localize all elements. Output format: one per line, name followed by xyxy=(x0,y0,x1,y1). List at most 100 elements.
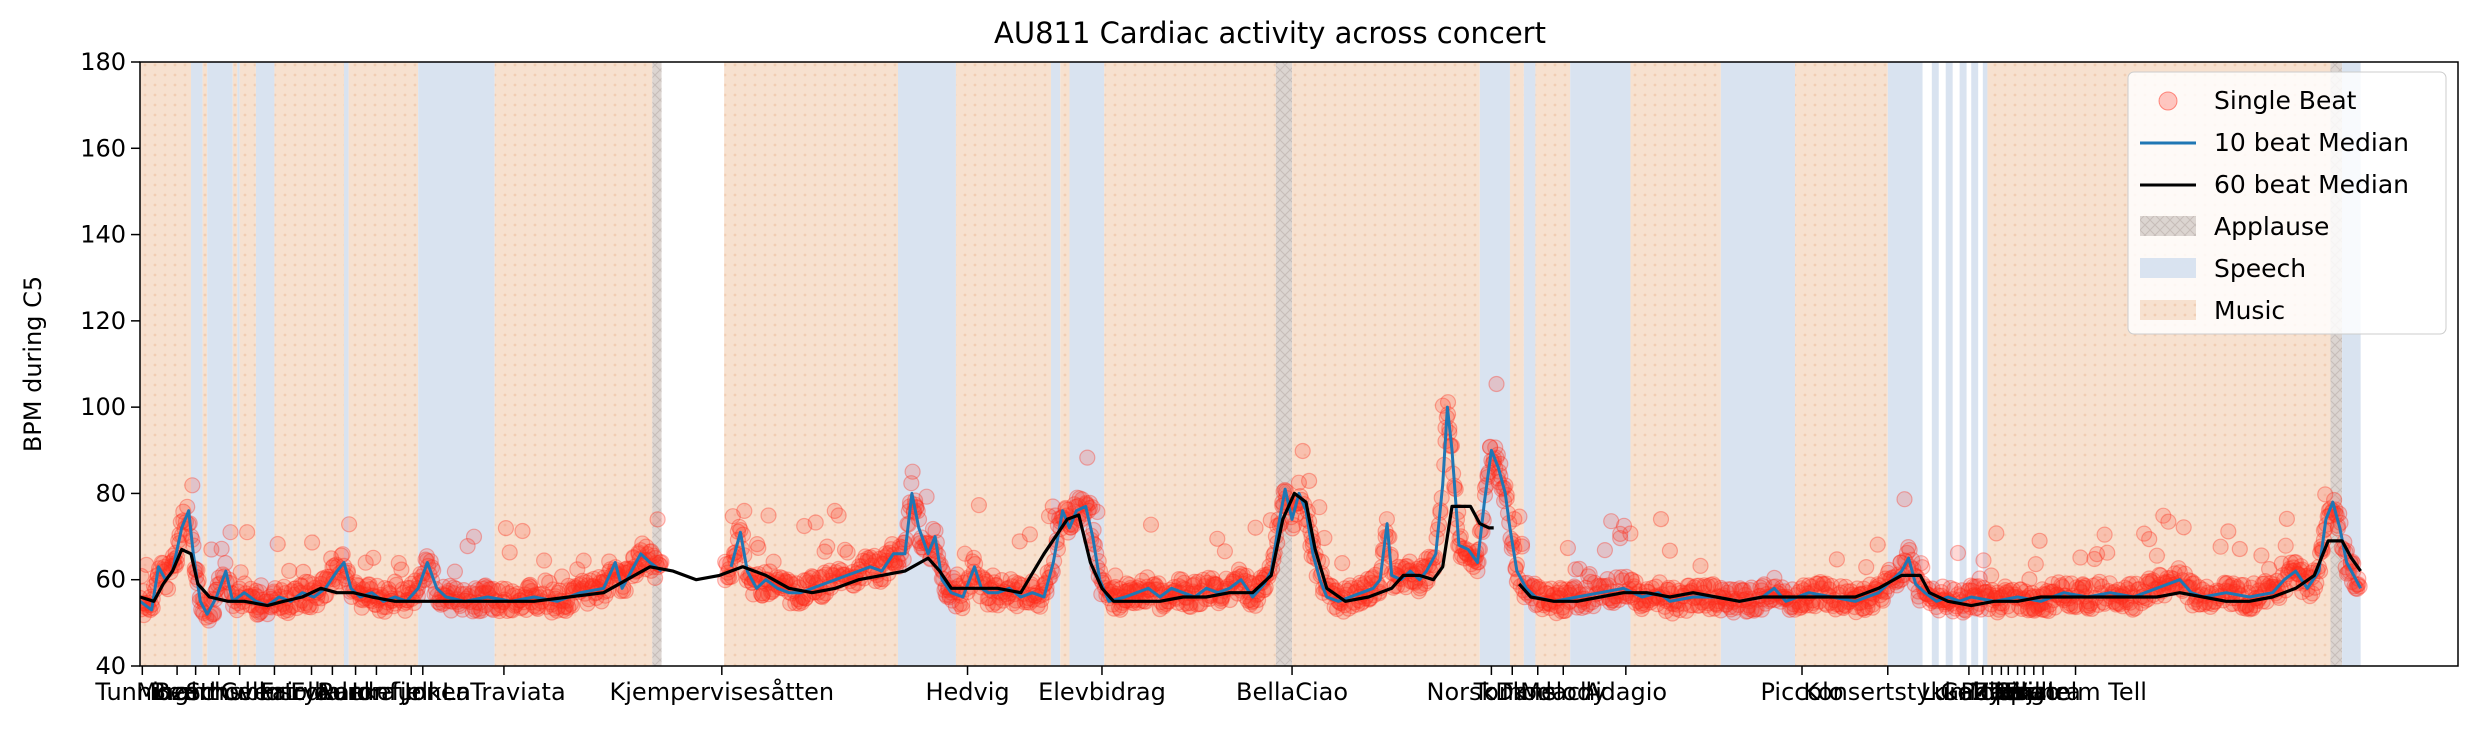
single-beat-point xyxy=(2083,600,2100,618)
region-speech-5 xyxy=(237,62,240,666)
legend-label-music: Music xyxy=(2214,296,2285,325)
region-music-2 xyxy=(202,62,208,666)
single-beat-point xyxy=(376,603,393,620)
single-beat-point xyxy=(924,520,942,538)
single-beat-point xyxy=(1965,578,1982,595)
x-tick-label: Tk xyxy=(1497,678,1527,706)
single-beat-point xyxy=(796,517,813,535)
single-beat-point xyxy=(575,552,592,569)
single-beat-point xyxy=(1743,579,1760,596)
single-beat-point xyxy=(535,552,553,569)
single-beat-point xyxy=(2026,601,2043,618)
y-tick-label: 60 xyxy=(95,566,126,594)
single-beat-point xyxy=(1459,546,1476,563)
single-beat-point xyxy=(1511,508,1528,525)
single-beat-point xyxy=(537,572,554,589)
single-beat-point xyxy=(301,596,318,614)
legend-box xyxy=(2127,71,2447,335)
sixty-beat-median-line-1 xyxy=(1518,539,2362,608)
single-beat-point xyxy=(2151,566,2168,584)
single-beat-point xyxy=(494,580,511,597)
single-beat-point xyxy=(267,580,284,597)
single-beat-point xyxy=(954,599,971,617)
x-tick-label: Mozart xyxy=(136,678,218,706)
single-beat-point xyxy=(2046,599,2063,616)
single-beat-point xyxy=(1316,529,1333,547)
single-beat-point xyxy=(1914,559,1931,576)
single-beat-point xyxy=(1809,575,1826,592)
single-beat-point xyxy=(1228,570,1245,587)
single-beat-point xyxy=(2142,572,2159,590)
single-beat-point xyxy=(341,516,358,533)
y-tick-label: 140 xyxy=(80,221,126,249)
single-beat-point xyxy=(1793,598,1810,616)
single-beat-point xyxy=(1786,601,1803,618)
single-beat-point xyxy=(1198,574,1216,591)
single-beat-point xyxy=(1040,508,1058,525)
single-beat-point xyxy=(1706,577,1723,595)
single-beat-point xyxy=(2264,578,2281,595)
single-beat-point xyxy=(1599,570,1616,588)
region-speech-27 xyxy=(1570,62,1631,666)
legend-speech-swatch xyxy=(2140,258,2196,278)
single-beat-point xyxy=(1184,577,1202,594)
single-beat-point xyxy=(782,595,799,612)
single-beat-point xyxy=(1006,574,1023,591)
single-beat-point xyxy=(2282,554,2299,571)
single-beat-point xyxy=(2304,585,2321,602)
single-beat-point xyxy=(300,598,317,616)
single-beat-point xyxy=(1596,541,1614,559)
single-beat-point xyxy=(1029,597,1046,614)
single-beat-point xyxy=(1209,530,1226,547)
x-tick-label: Marsj xyxy=(1969,678,2033,706)
single-beat-point xyxy=(1456,550,1473,567)
single-beat-point xyxy=(1218,570,1235,587)
single-beat-point xyxy=(1559,539,1577,557)
single-beat-point xyxy=(217,554,234,572)
single-beat-point xyxy=(1586,574,1603,591)
single-beat-point xyxy=(521,576,539,593)
single-beat-point xyxy=(304,534,321,551)
single-beat-point xyxy=(1044,498,1061,515)
single-beat-point xyxy=(1742,581,1759,599)
single-beat-point xyxy=(309,597,326,614)
single-beat-point xyxy=(754,587,771,604)
region-speech-9 xyxy=(343,62,349,666)
single-beat-point xyxy=(1812,573,1829,591)
single-beat-point xyxy=(1216,543,1234,560)
single-beat-point xyxy=(1336,580,1353,597)
single-beat-point xyxy=(1608,569,1625,586)
single-beat-point xyxy=(1791,599,1809,617)
single-beat-point xyxy=(2136,525,2153,542)
single-beat-point xyxy=(2062,598,2079,615)
single-beat-point xyxy=(956,545,974,562)
region-bands xyxy=(140,62,2361,666)
single-beat-point xyxy=(1856,601,1874,619)
single-beat-point xyxy=(2079,600,2097,617)
single-beat-point xyxy=(2218,574,2236,592)
single-beat-point xyxy=(2283,562,2301,579)
single-beat-point xyxy=(1311,499,1328,516)
region-music-28 xyxy=(1630,62,1721,666)
x-tick-label: Galopp xyxy=(1940,678,2025,706)
single-beat-point xyxy=(1457,544,1475,561)
single-beat-point xyxy=(1011,533,1028,550)
x-tick-label: Piccolo xyxy=(1760,678,1843,706)
single-beat-point xyxy=(380,580,397,598)
single-beat-point xyxy=(1734,582,1751,599)
single-beat-point xyxy=(755,585,772,602)
single-beat-point xyxy=(1133,572,1151,589)
single-beat-point xyxy=(1975,552,1992,569)
single-beat-point xyxy=(247,582,265,599)
single-beat-point xyxy=(2253,547,2270,564)
single-beat-point xyxy=(1558,581,1575,598)
x-tick-label: Cellosolo xyxy=(220,678,328,706)
single-beat-point xyxy=(2155,507,2172,524)
single-beat-point xyxy=(1989,604,2006,621)
single-beat-point xyxy=(1294,442,1311,460)
single-beat-point xyxy=(140,607,152,624)
single-beat-point xyxy=(140,567,150,585)
region-speech-15 xyxy=(897,62,956,666)
region-music-20 xyxy=(1104,62,1276,666)
single-beat-point xyxy=(1031,598,1049,615)
